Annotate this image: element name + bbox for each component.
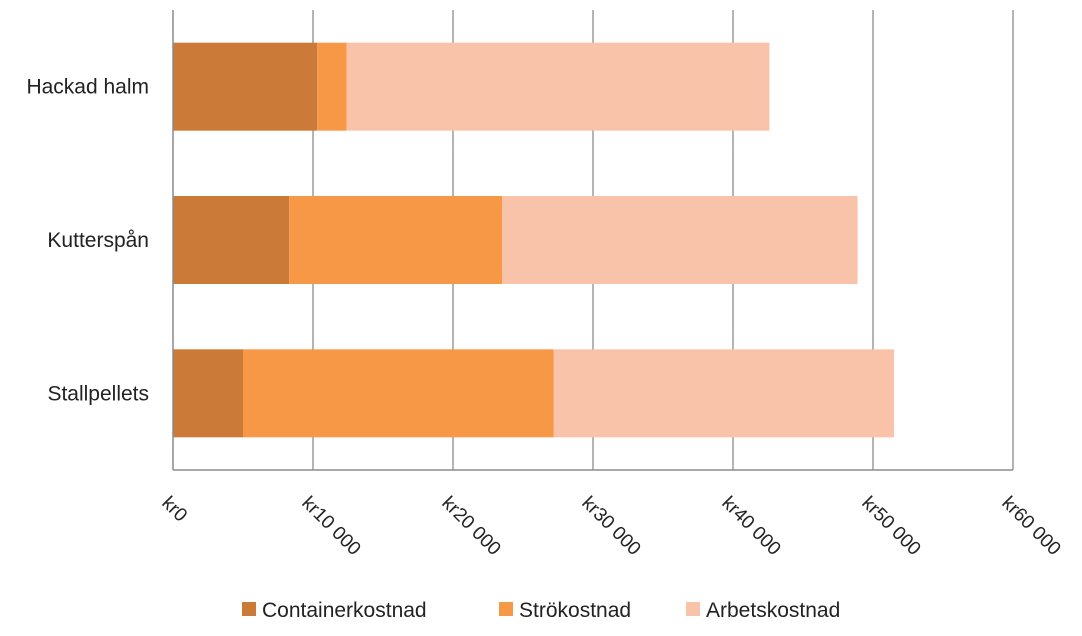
x-tick-label: kr0	[157, 493, 191, 527]
category-label: Stallpellets	[47, 382, 149, 405]
legend-swatch	[242, 602, 256, 616]
bar-segment	[243, 349, 554, 438]
bar-segment	[173, 42, 318, 131]
category-label: Hackad halm	[26, 76, 149, 99]
x-tick-label: kr40 000	[717, 493, 784, 560]
x-tick-label: kr10 000	[297, 493, 364, 560]
legend-label: Containerkostnad	[262, 599, 427, 622]
category-labels: Hackad halm Kutterspån Stallpellets	[26, 76, 149, 406]
bar-segment	[173, 349, 243, 438]
legend-swatch	[686, 602, 700, 616]
bar-segment	[502, 196, 858, 284]
x-tick-label: kr20 000	[437, 493, 504, 560]
axes	[172, 10, 1013, 471]
legend-label: Strökostnad	[519, 599, 631, 622]
bar-segment	[346, 42, 770, 131]
bar-segment	[317, 42, 347, 131]
category-label: Kutterspån	[47, 229, 149, 252]
x-tick-labels: kr0 kr10 000 kr20 000 kr30 000 kr40 000 kr50 …	[157, 493, 1064, 560]
bar-segment	[173, 196, 290, 284]
bar-segment	[289, 196, 502, 284]
legend-label: Arbetskostnad	[706, 599, 840, 622]
x-tick-label: kr30 000	[577, 493, 644, 560]
legend: Containerkostnad Strökostnad Arbetskostnad	[242, 599, 840, 622]
bar-segment	[553, 349, 894, 438]
x-tick-label: kr60 000	[997, 493, 1064, 560]
bars	[173, 42, 894, 438]
legend-swatch	[499, 602, 513, 616]
x-tick-label: kr50 000	[857, 493, 924, 560]
